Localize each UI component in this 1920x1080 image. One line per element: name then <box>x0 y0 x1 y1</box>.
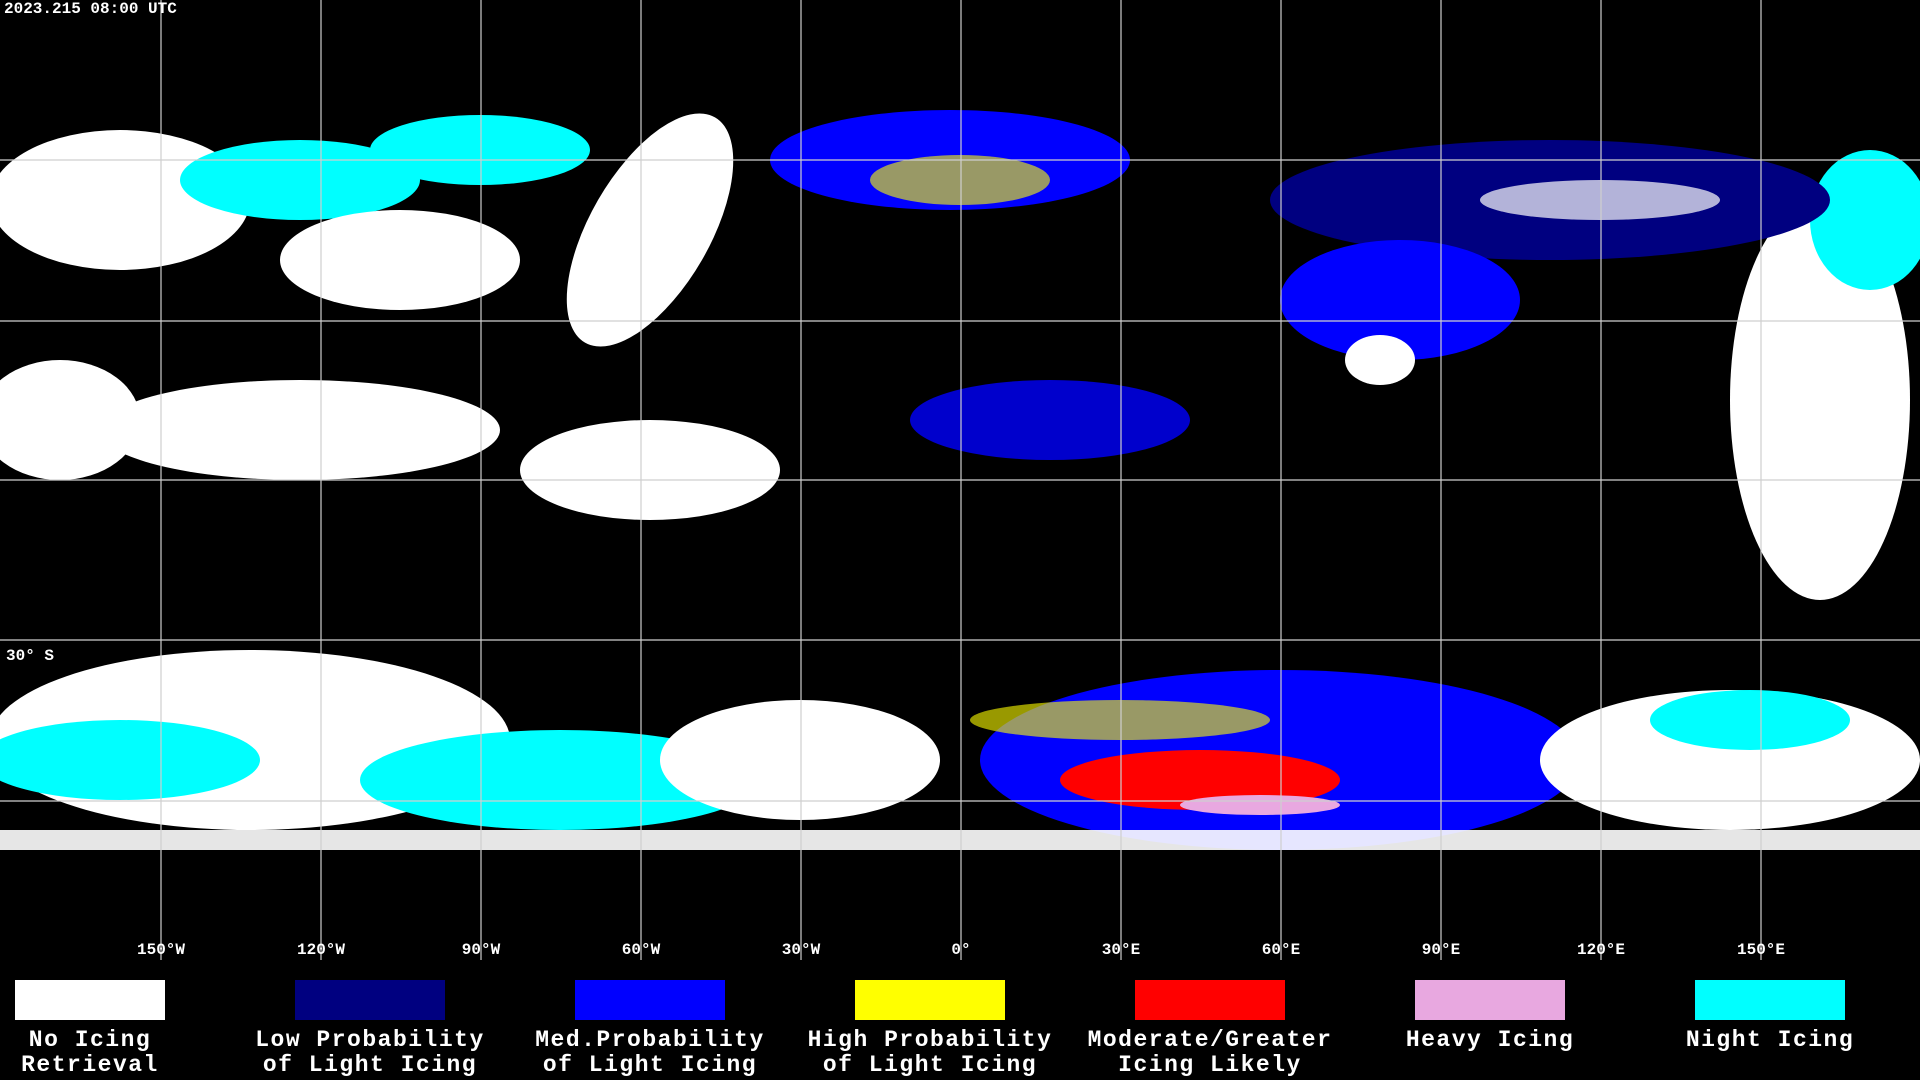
longitude-label: 120°E <box>1577 941 1625 959</box>
legend-swatch <box>15 980 165 1020</box>
cloud <box>1730 200 1910 600</box>
legend-swatch <box>295 980 445 1020</box>
longitude-label: 150°E <box>1737 941 1785 959</box>
legend-swatch <box>1415 980 1565 1020</box>
legend-label: Icing Likely <box>1118 1052 1302 1078</box>
legend-label: Retrieval <box>21 1052 159 1078</box>
title: 2023.215 08:00 UTC <box>4 0 177 18</box>
longitude-label: 60°E <box>1262 941 1300 959</box>
cloud <box>520 420 780 520</box>
legend-label: High Probability <box>808 1027 1053 1053</box>
cloud <box>360 730 760 830</box>
legend-label: No Icing <box>29 1027 151 1053</box>
legend-label: Heavy Icing <box>1406 1027 1574 1053</box>
legend-label: Moderate/Greater <box>1088 1027 1333 1053</box>
cloud <box>660 700 940 820</box>
longitude-label: 120°W <box>297 941 345 959</box>
cloud <box>0 720 260 800</box>
cloud <box>1060 750 1340 810</box>
cloud <box>280 210 520 310</box>
legend-label: of Light Icing <box>263 1052 477 1078</box>
longitude-label: 90°E <box>1422 941 1460 959</box>
legend-label: Med.Probability <box>535 1027 765 1053</box>
legend-swatch <box>855 980 1005 1020</box>
longitude-label: 30°W <box>782 941 821 959</box>
legend-swatch <box>1135 980 1285 1020</box>
legend-label: of Light Icing <box>823 1052 1037 1078</box>
legend-swatch <box>1695 980 1845 1020</box>
cloud <box>910 380 1190 460</box>
cloud <box>1280 240 1520 360</box>
cloud <box>970 700 1270 740</box>
legend-swatch <box>575 980 725 1020</box>
legend-label: Low Probability <box>255 1027 485 1053</box>
cloud <box>1810 150 1920 290</box>
legend-label: Night Icing <box>1686 1027 1854 1053</box>
cloud <box>1180 795 1340 815</box>
cloud <box>100 380 500 480</box>
cloud <box>0 830 1920 850</box>
cloud <box>1345 335 1415 385</box>
graticule: 150°W 120°W 90°W 60°W 30°W 0° 30°E 60°E 90°E 120°… <box>0 0 1920 960</box>
cloud <box>1480 180 1720 220</box>
latitude-label: 30° S <box>6 647 54 665</box>
cloud <box>1650 690 1850 750</box>
longitude-label: 0° <box>951 941 970 959</box>
longitude-label: 90°W <box>462 941 501 959</box>
longitude-label: 150°W <box>137 941 185 959</box>
cloud <box>0 130 250 270</box>
longitude-label: 60°W <box>622 941 661 959</box>
cloud <box>370 115 590 185</box>
cloud <box>566 113 734 347</box>
longitude-label: 30°E <box>1102 941 1140 959</box>
legend-label: of Light Icing <box>543 1052 757 1078</box>
cloud <box>0 360 140 480</box>
cloud <box>870 155 1050 205</box>
